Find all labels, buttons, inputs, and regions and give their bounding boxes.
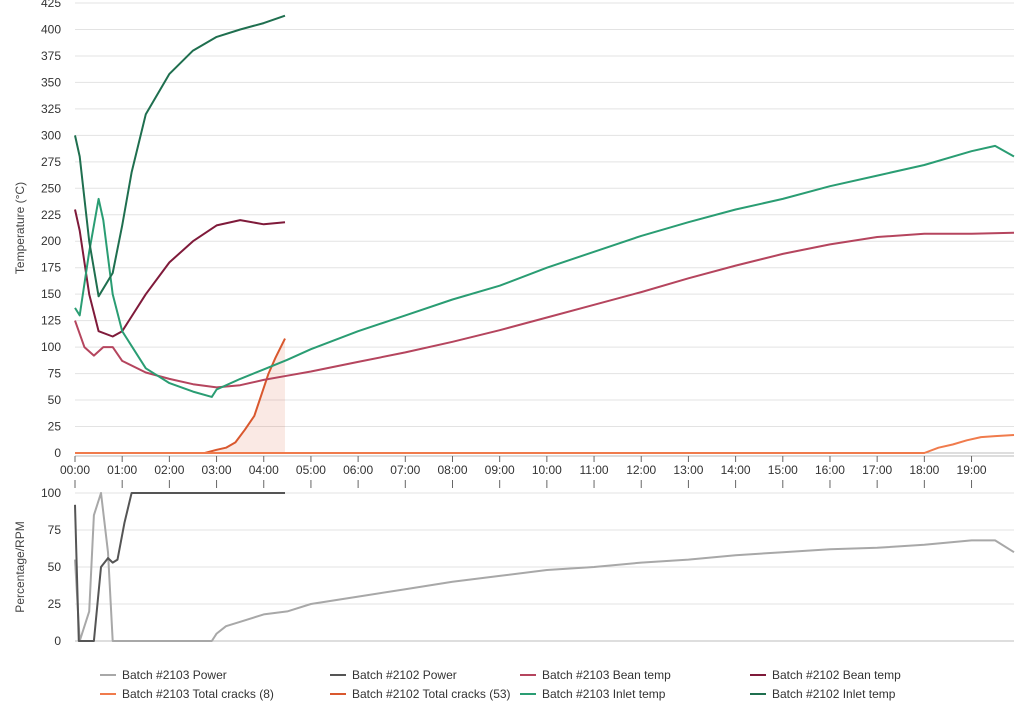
batch-2102-total-cracks-53-line [75,338,286,454]
legend-swatch [100,674,116,676]
x-tick-label: 13:00 [673,463,703,477]
y-tick-label: 275 [41,155,61,169]
y-tick-label: 175 [41,261,61,275]
legend-swatch [520,674,536,676]
legend-label: Batch #2103 Inlet temp [542,687,666,701]
y-tick-label: 300 [41,128,61,142]
y-tick-label: 225 [41,208,61,222]
y-tick-label: 425 [41,0,61,10]
batch-2103-bean-temp-line [74,231,1015,389]
y-tick-label: 100 [41,486,61,500]
legend-swatch [330,693,346,695]
y-tick-label: 50 [48,393,62,407]
y-tick-label: 150 [41,287,61,301]
legend-swatch [750,693,766,695]
y-tick-label: 0 [54,446,61,460]
y-tick-label: 100 [41,340,61,354]
batch-2102-total-cracks-53-area [75,338,285,453]
legend-item: Batch #2103 Inlet temp [520,687,665,701]
legend-label: Batch #2102 Power [352,668,457,682]
legend-item: Batch #2103 Bean temp [520,668,671,682]
legend-label: Batch #2102 Bean temp [772,668,901,682]
x-tick-label: 08:00 [437,463,467,477]
x-tick-label: 16:00 [815,463,845,477]
x-tick-label: 06:00 [343,463,373,477]
legend-label: Batch #2102 Inlet temp [772,687,896,701]
batch-2103-total-cracks-8-line [75,434,1015,454]
legend-item: Batch #2102 Total cracks (53) [330,687,511,701]
x-tick-label: 11:00 [579,463,608,477]
legend-item: Batch #2102 Power [330,668,457,682]
legend-label: Batch #2103 Total cracks (8) [122,687,274,701]
x-tick-label: 09:00 [485,463,515,477]
x-tick-label: 01:00 [107,463,137,477]
x-tick-label: 15:00 [768,463,798,477]
y-axis-title: Percentage/RPM [13,521,27,612]
y-tick-label: 200 [41,234,61,248]
y-tick-label: 75 [48,367,62,381]
y-tick-label: 0 [54,634,61,648]
legend-item: Batch #2103 Power [100,668,227,682]
batch-2102-inlet-temp-line [74,14,286,298]
legend-swatch [100,693,116,695]
x-tick-label: 17:00 [862,463,892,477]
x-tick-label: 05:00 [296,463,326,477]
x-tick-label: 07:00 [390,463,420,477]
y-axis-title: Temperature (°C) [13,182,27,274]
legend-label: Batch #2102 Total cracks (53) [352,687,511,701]
x-tick-label: 14:00 [721,463,751,477]
legend-item: Batch #2103 Total cracks (8) [100,687,274,701]
roast-chart: 0255075100125150175200225250275300325350… [13,0,1015,648]
y-tick-label: 250 [41,181,61,195]
x-tick-label: 12:00 [626,463,656,477]
x-tick-label: 02:00 [154,463,184,477]
y-tick-label: 325 [41,102,61,116]
batch-2103-inlet-temp-line [74,144,1015,398]
y-tick-label: 25 [48,420,62,434]
x-tick-label: 19:00 [957,463,987,477]
y-tick-label: 25 [48,597,62,611]
legend-item: Batch #2102 Bean temp [750,668,901,682]
y-tick-label: 375 [41,49,61,63]
legend-label: Batch #2103 Bean temp [542,668,671,682]
y-tick-label: 350 [41,75,61,89]
legend-swatch [330,674,346,676]
batch-2102-bean-temp-line [74,209,286,338]
y-tick-label: 50 [48,560,62,574]
legend-item: Batch #2102 Inlet temp [750,687,895,701]
legend-swatch [520,693,536,695]
batch-2102-power-line [74,492,285,642]
legend-label: Batch #2103 Power [122,668,227,682]
legend-swatch [750,674,766,676]
x-tick-label: 18:00 [909,463,939,477]
x-tick-label: 03:00 [202,463,232,477]
x-tick-label: 00:00 [60,463,90,477]
y-tick-label: 400 [41,22,61,36]
x-tick-label: 10:00 [532,463,562,477]
batch-2103-power-line [74,492,1015,642]
y-tick-label: 75 [48,523,62,537]
y-tick-label: 125 [41,314,61,328]
x-tick-label: 04:00 [249,463,279,477]
